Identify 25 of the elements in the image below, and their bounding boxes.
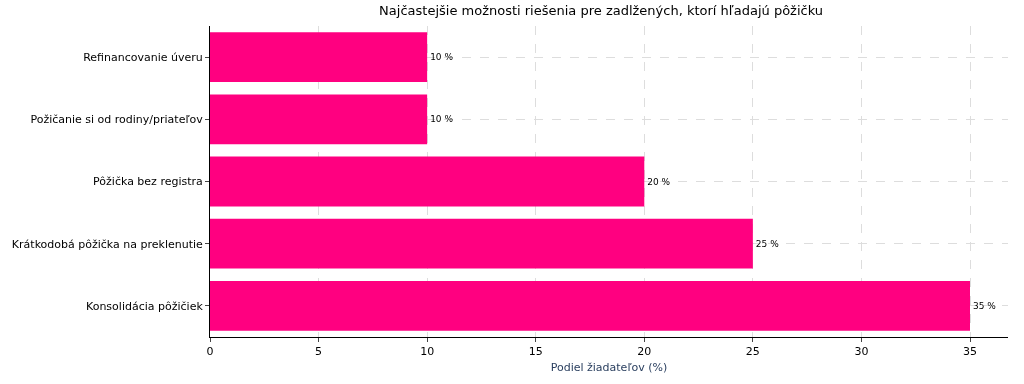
x-tick-label: 0 — [206, 345, 214, 359]
x-tick-label: 25 — [745, 345, 760, 359]
data-label: 25 % — [755, 238, 780, 249]
y-tick-label: Pôžička bez registra — [93, 175, 203, 189]
bar — [210, 281, 970, 331]
bar — [210, 156, 645, 207]
y-tick-label: Konsolidácia pôžičiek — [86, 299, 204, 313]
x-tick-label: 30 — [854, 345, 869, 359]
x-tick-label: 10 — [420, 345, 435, 359]
x-tick-label: 15 — [528, 345, 543, 359]
bar — [210, 94, 428, 145]
bar — [210, 218, 753, 269]
x-tick-label: 5 — [315, 345, 323, 359]
x-tick-label: 35 — [963, 345, 977, 359]
bar — [210, 32, 428, 82]
data-label: 35 % — [973, 300, 997, 311]
y-tick-label: Krátkodobá pôžička na preklenutie — [11, 237, 204, 251]
data-label: 10 % — [430, 114, 454, 125]
y-tick-label: Refinancovanie úveru — [83, 50, 203, 64]
data-label: 10 % — [430, 52, 454, 63]
data-label: 20 % — [647, 176, 671, 187]
x-axis-title: Podiel žiadateľov (%) — [550, 361, 668, 375]
chart-title: Najčastejšie možnosti riešenia pre zadlžených, ktorí hľadajú pôžičku — [379, 2, 824, 18]
y-tick-label: Požičanie si od rodiny/priateľov — [30, 113, 204, 127]
x-tick-label: 20 — [637, 345, 652, 359]
